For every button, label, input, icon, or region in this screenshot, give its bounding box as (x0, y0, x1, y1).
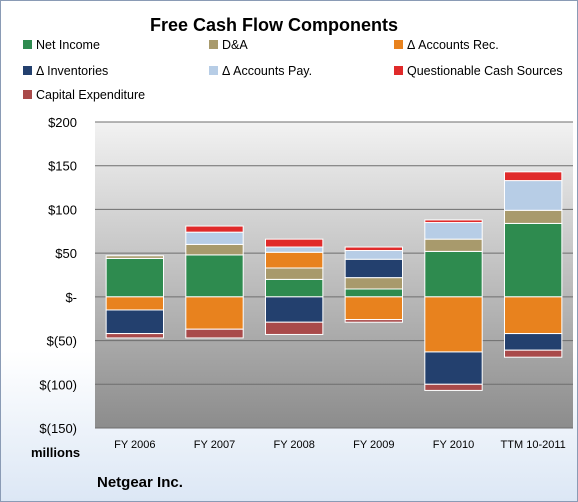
y-tick-label: $(50) (47, 334, 77, 349)
bar-capital-expenditure-fy-2008 (264, 321, 324, 335)
x-tick-label: FY 2006 (114, 439, 155, 451)
bar-questionable-cash-sources-ttm-10-2011 (503, 171, 563, 182)
bar-inventories-fy-2008 (264, 296, 324, 323)
bar-net-income-fy-2009 (344, 288, 404, 298)
bar-inventories-fy-2010 (424, 351, 483, 385)
chart-title: Free Cash Flow Components (150, 15, 398, 35)
bar-accounts-rec-fy-2009 (344, 296, 404, 321)
company-name: Netgear Inc. (97, 474, 183, 491)
bar-accounts-rec-fy-2010 (424, 296, 483, 353)
bar-net-income-fy-2007 (185, 254, 244, 298)
legend-label-net-income: Net Income (36, 38, 100, 52)
legend-swatch-inventories (23, 66, 32, 75)
bar-d-a-fy-2009 (344, 277, 404, 290)
legend-swatch-questionable-cash-sources (394, 66, 403, 75)
legend-label-d-a: D&A (222, 38, 248, 52)
bar-net-income-ttm-10-2011 (503, 222, 563, 298)
bar-accounts-pay-fy-2010 (424, 222, 483, 240)
bar-inventories-fy-2009 (344, 258, 404, 279)
bar-questionable-cash-sources-fy-2009 (344, 246, 404, 252)
y-tick-label: $(150) (39, 421, 77, 436)
bar-d-a-fy-2006 (105, 255, 165, 259)
bar-accounts-pay-fy-2009 (344, 250, 404, 260)
y-tick-label: $50 (55, 246, 77, 261)
bar-accounts-rec-fy-2006 (105, 296, 165, 311)
bar-accounts-pay-ttm-10-2011 (503, 180, 563, 211)
x-tick-label: FY 2010 (433, 439, 474, 451)
y-axis-ticks: $200 $150 $100 $50 $- $(50) $(100) $(150) (39, 115, 77, 436)
y-tick-label: $- (65, 290, 77, 305)
bar-accounts-rec-fy-2008 (264, 251, 324, 269)
plot-area (95, 122, 573, 428)
x-tick-label: FY 2009 (353, 439, 394, 451)
x-axis-ticks: FY 2006 FY 2007 FY 2008 FY 2009 FY 2010 TTM 1… (114, 439, 566, 451)
bar-net-income-fy-2008 (264, 278, 324, 298)
y-tick-label: $100 (48, 202, 77, 217)
bar-questionable-cash-sources-fy-2007 (185, 225, 244, 233)
bar-accounts-rec-fy-2007 (185, 296, 244, 330)
legend: Net Income D&A Δ Accounts Rec. Δ Inventorie… (23, 38, 563, 102)
bar-capital-expenditure-ttm-10-2011 (503, 349, 563, 358)
x-tick-label: TTM 10-2011 (501, 439, 566, 451)
bar-accounts-pay-fy-2007 (185, 231, 244, 245)
bar-inventories-fy-2006 (105, 309, 165, 335)
legend-label-accounts-rec: Δ Accounts Rec. (407, 38, 499, 52)
x-tick-label: FY 2007 (194, 439, 235, 451)
bar-capital-expenditure-fy-2009 (344, 319, 404, 323)
bars (105, 171, 563, 391)
bar-d-a-fy-2008 (264, 267, 324, 280)
bar-capital-expenditure-fy-2007 (185, 328, 244, 339)
y-tick-label: $(100) (39, 377, 77, 392)
gridlines (95, 121, 573, 429)
bar-net-income-fy-2006 (105, 257, 165, 298)
bar-net-income-fy-2010 (424, 250, 483, 298)
legend-swatch-accounts-rec (394, 40, 403, 49)
legend-swatch-capital-expenditure (23, 90, 32, 99)
bar-d-a-fy-2007 (185, 243, 244, 256)
bar-accounts-rec-ttm-10-2011 (503, 296, 563, 335)
legend-label-accounts-pay: Δ Accounts Pay. (222, 64, 312, 78)
y-tick-label: $200 (48, 115, 77, 130)
x-tick-label: FY 2008 (273, 439, 314, 451)
bar-d-a-fy-2010 (424, 238, 483, 252)
bar-questionable-cash-sources-fy-2010 (424, 219, 483, 224)
bar-inventories-ttm-10-2011 (503, 333, 563, 351)
legend-swatch-net-income (23, 40, 32, 49)
y-tick-label: $150 (48, 159, 77, 174)
legend-swatch-accounts-pay (209, 66, 218, 75)
legend-label-inventories: Δ Inventories (36, 64, 108, 78)
legend-label-questionable-cash-sources: Questionable Cash Sources (407, 64, 563, 78)
legend-swatch-d-a (209, 40, 218, 49)
bar-questionable-cash-sources-fy-2008 (264, 238, 324, 248)
bar-d-a-ttm-10-2011 (503, 209, 563, 224)
units-label: millions (31, 445, 80, 460)
bar-capital-expenditure-fy-2010 (424, 383, 483, 391)
legend-label-capital-expenditure: Capital Expenditure (36, 88, 145, 102)
bar-capital-expenditure-fy-2006 (105, 333, 165, 339)
bar-accounts-pay-fy-2008 (264, 246, 324, 253)
